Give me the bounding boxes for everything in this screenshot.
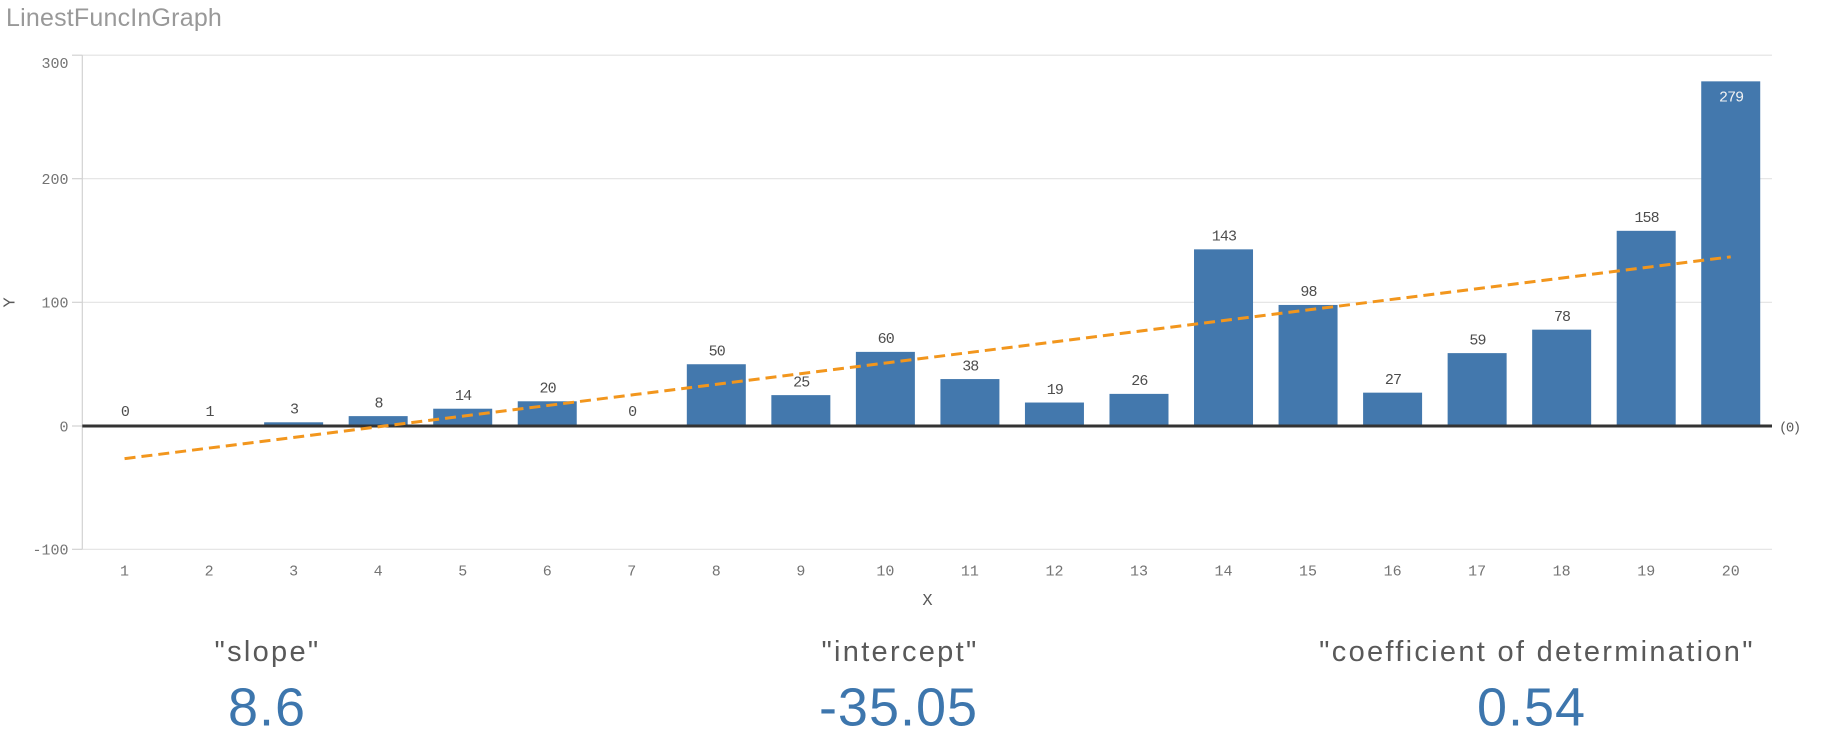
svg-text:14: 14 (1215, 564, 1233, 581)
svg-text:Y: Y (2, 297, 21, 307)
svg-text:18: 18 (1553, 564, 1571, 581)
svg-text:15: 15 (1299, 564, 1317, 581)
svg-text:17: 17 (1468, 564, 1486, 581)
svg-text:158: 158 (1634, 210, 1659, 227)
svg-text:0: 0 (59, 419, 68, 436)
svg-text:143: 143 (1212, 229, 1237, 246)
svg-text:10: 10 (876, 564, 894, 581)
svg-text:"coefficient of determination": "coefficient of determination" (1319, 636, 1755, 668)
svg-text:8: 8 (712, 564, 721, 581)
svg-text:2: 2 (205, 564, 214, 581)
svg-text:100: 100 (41, 296, 68, 313)
svg-text:6: 6 (543, 564, 552, 581)
svg-text:9: 9 (796, 564, 805, 581)
svg-text:5: 5 (458, 564, 467, 581)
svg-text:-100: -100 (32, 543, 68, 560)
svg-text:59: 59 (1469, 332, 1485, 349)
svg-text:12: 12 (1045, 564, 1063, 581)
svg-text:8: 8 (375, 395, 384, 412)
svg-text:3: 3 (290, 402, 299, 419)
svg-text:50: 50 (709, 344, 726, 361)
svg-text:(0): (0) (1779, 420, 1800, 436)
svg-text:279: 279 (1719, 89, 1743, 106)
svg-text:20: 20 (1722, 564, 1740, 581)
svg-text:98: 98 (1300, 284, 1317, 301)
svg-text:14: 14 (455, 388, 472, 405)
svg-text:27: 27 (1385, 372, 1401, 389)
svg-text:"slope": "slope" (214, 636, 320, 668)
svg-text:8.6: 8.6 (228, 678, 306, 738)
svg-text:19: 19 (1637, 564, 1655, 581)
svg-text:0: 0 (121, 404, 130, 421)
svg-text:60: 60 (878, 331, 895, 348)
svg-text:11: 11 (961, 564, 979, 581)
svg-text:19: 19 (1047, 382, 1063, 399)
svg-text:"intercept": "intercept" (821, 636, 978, 668)
svg-text:4: 4 (374, 564, 383, 581)
svg-text:25: 25 (793, 374, 810, 391)
svg-text:38: 38 (962, 358, 979, 375)
svg-text:-35.05: -35.05 (819, 678, 978, 738)
svg-text:13: 13 (1130, 564, 1148, 581)
svg-text:3: 3 (289, 564, 298, 581)
svg-text:1: 1 (205, 404, 214, 421)
svg-text:0: 0 (628, 404, 637, 421)
svg-text:X: X (922, 592, 932, 611)
svg-text:0.54: 0.54 (1477, 678, 1586, 738)
svg-text:1: 1 (120, 564, 129, 581)
svg-text:26: 26 (1131, 373, 1148, 390)
svg-text:200: 200 (41, 172, 68, 189)
svg-text:20: 20 (540, 381, 557, 398)
svg-text:300: 300 (41, 56, 68, 73)
svg-text:16: 16 (1384, 564, 1402, 581)
svg-text:78: 78 (1554, 309, 1571, 326)
svg-text:7: 7 (627, 564, 636, 581)
